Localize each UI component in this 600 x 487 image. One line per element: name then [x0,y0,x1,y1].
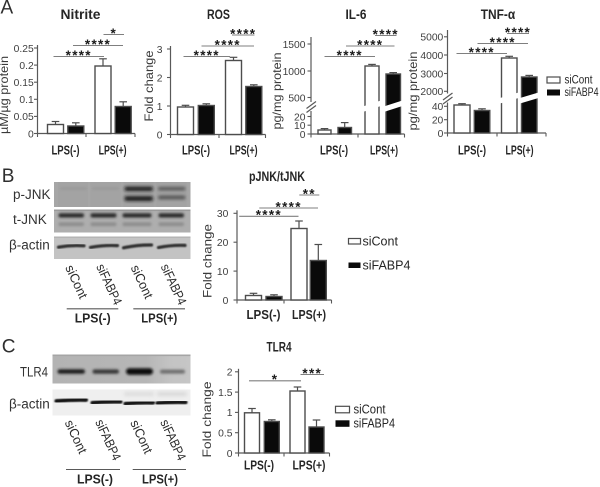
svg-text:A: A [1,0,14,18]
svg-text:0.2: 0.2 [19,61,34,72]
svg-text:****: **** [194,48,220,63]
svg-text:LPS(+): LPS(+) [99,143,127,158]
svg-text:Fold change: Fold change [201,224,215,298]
svg-text:****: **** [337,48,363,63]
svg-text:LPS(-): LPS(-) [77,472,113,487]
svg-text:p-JNK: p-JNK [13,187,51,202]
svg-text:3000: 3000 [420,69,443,80]
svg-text:****: **** [357,37,383,52]
svg-text:****: **** [276,199,302,214]
svg-text:*: * [272,372,279,387]
svg-text:1000: 1000 [283,67,306,78]
svg-text:0.5: 0.5 [218,429,233,440]
svg-text:30: 30 [217,209,229,220]
svg-text:20: 20 [294,112,306,123]
svg-text:Nitrite: Nitrite [61,7,101,22]
svg-text:0.25: 0.25 [14,44,34,55]
svg-text:siCont: siCont [363,235,399,249]
svg-text:1500: 1500 [283,40,306,51]
svg-text:t-JNK: t-JNK [13,212,47,227]
svg-text:10: 10 [294,121,306,132]
svg-text:*: * [110,26,117,41]
svg-text:1.5: 1.5 [218,388,233,399]
svg-text:2: 2 [157,73,163,84]
svg-text:0: 0 [227,449,233,460]
svg-text:0.15: 0.15 [14,78,34,89]
svg-text:LPS(-): LPS(-) [52,143,80,158]
svg-text:1: 1 [157,102,163,113]
svg-text:siFABP4: siFABP4 [565,87,599,99]
svg-text:β-actin: β-actin [9,397,50,412]
svg-text:0.1: 0.1 [19,95,34,106]
svg-text:IL-6: IL-6 [346,7,367,22]
svg-text:1: 1 [227,408,233,419]
svg-text:****: **** [373,27,399,42]
svg-text:****: **** [490,35,516,50]
svg-text:****: **** [505,25,531,40]
svg-text:TLR4: TLR4 [20,365,48,380]
svg-text:0: 0 [300,130,306,141]
svg-text:LPS(+): LPS(+) [293,458,326,473]
svg-text:****: **** [215,37,241,52]
svg-text:LPS(+): LPS(+) [141,311,177,326]
svg-text:siCont: siCont [565,75,594,87]
svg-text:ROS: ROS [207,7,230,22]
svg-text:LPS(+): LPS(+) [506,143,534,158]
svg-text:****: **** [230,26,256,41]
svg-text:20: 20 [432,116,444,127]
svg-text:Fold change: Fold change [200,381,214,457]
svg-text:LPS(+): LPS(+) [370,143,398,158]
svg-text:LPS(-): LPS(-) [244,458,274,473]
svg-text:LPS(+): LPS(+) [142,472,178,487]
svg-text:4000: 4000 [420,51,443,62]
svg-text:3: 3 [157,45,163,56]
svg-text:µM/µg protein: µM/µg protein [0,56,11,134]
svg-text:2000: 2000 [420,87,443,98]
svg-text:pJNK/tJNK: pJNK/tJNK [249,169,305,184]
svg-text:500: 500 [288,93,305,104]
svg-text:LPS(-): LPS(-) [458,143,486,158]
svg-text:C: C [2,337,16,358]
svg-text:TNF-α: TNF-α [481,7,516,22]
svg-text:siFABP4: siFABP4 [363,259,411,273]
svg-text:β-actin: β-actin [9,238,50,253]
svg-text:siCont: siCont [354,402,386,416]
svg-text:pg/mg protein: pg/mg protein [270,53,284,130]
svg-text:Fold change: Fold change [142,50,156,121]
svg-text:siFABP4: siFABP4 [354,416,396,430]
svg-text:LPS(+): LPS(+) [292,307,326,322]
svg-text:LPS(-): LPS(-) [75,311,111,326]
svg-text:****: **** [469,45,495,60]
svg-text:2: 2 [227,368,233,379]
svg-text:***: *** [302,366,322,381]
svg-text:0: 0 [223,296,229,307]
svg-text:0: 0 [28,129,34,140]
svg-text:TLR4: TLR4 [267,340,292,355]
svg-text:LPS(-): LPS(-) [247,307,281,322]
svg-text:20: 20 [217,238,229,249]
svg-text:0.05: 0.05 [14,112,34,123]
svg-text:0: 0 [438,129,444,140]
svg-text:LPS(-): LPS(-) [320,143,348,158]
svg-text:****: **** [66,48,92,63]
svg-text:10: 10 [217,267,229,278]
svg-text:B: B [2,166,15,187]
svg-text:LPS(+): LPS(+) [230,143,258,158]
svg-text:****: **** [85,37,111,52]
svg-text:5000: 5000 [420,33,443,44]
svg-text:**: ** [303,186,316,201]
svg-text:0: 0 [157,130,163,141]
svg-text:****: **** [256,208,282,223]
svg-text:pg/mg protein: pg/mg protein [406,52,420,131]
svg-text:LPS(-): LPS(-) [182,143,210,158]
svg-text:40: 40 [432,102,444,113]
